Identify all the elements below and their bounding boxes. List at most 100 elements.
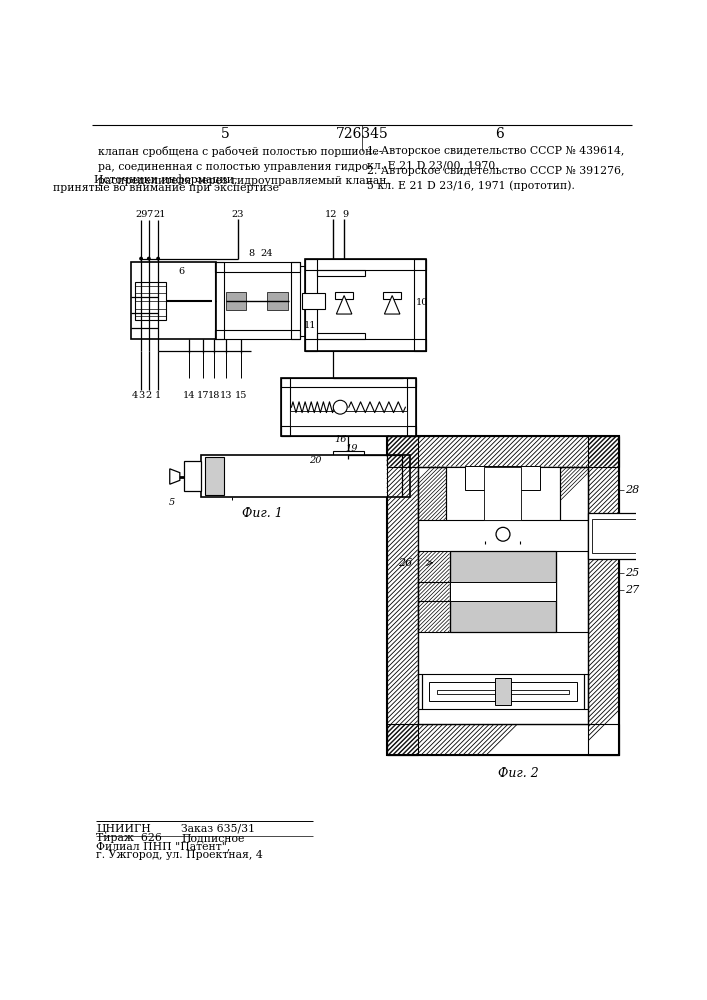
Bar	[383, 292, 402, 299]
Bar	[556, 551, 588, 632]
Bar	[450, 551, 556, 632]
Text: 3: 3	[138, 391, 144, 400]
Bar	[387, 724, 619, 755]
Circle shape	[156, 257, 160, 261]
Bar	[281, 378, 290, 436]
Bar	[305, 259, 426, 351]
Text: Фиг. 2: Фиг. 2	[498, 767, 539, 780]
Text: 17: 17	[197, 391, 209, 400]
Text: 6: 6	[178, 267, 185, 276]
Bar	[226, 292, 247, 310]
Bar	[215, 330, 300, 339]
Text: 12: 12	[325, 210, 337, 219]
Text: 7: 7	[146, 210, 152, 219]
Text: 23: 23	[232, 210, 244, 219]
Bar	[135, 282, 166, 320]
Bar	[484, 466, 521, 520]
Text: 11: 11	[304, 321, 316, 330]
Text: Подписное: Подписное	[182, 833, 245, 843]
Text: Тираж  626: Тираж 626	[96, 833, 162, 843]
Text: 6: 6	[495, 127, 503, 141]
Bar	[215, 262, 224, 339]
Bar	[305, 339, 426, 351]
Bar	[585, 674, 588, 709]
Text: Филиал ПНП "Патент",: Филиал ПНП "Патент",	[96, 841, 230, 851]
Text: Заказ 635/31: Заказ 635/31	[182, 824, 255, 834]
Bar	[281, 378, 416, 387]
Text: 5: 5	[169, 498, 175, 507]
Bar	[317, 270, 365, 276]
Bar	[387, 436, 418, 755]
Bar	[335, 292, 354, 299]
Text: 8: 8	[248, 249, 255, 258]
Text: Фиг. 1: Фиг. 1	[243, 507, 283, 520]
Text: 24: 24	[260, 249, 273, 258]
Bar	[407, 378, 416, 436]
Bar	[215, 262, 300, 272]
Circle shape	[496, 527, 510, 541]
Text: 19: 19	[346, 444, 358, 453]
Bar	[495, 678, 510, 705]
Bar	[184, 461, 201, 491]
Circle shape	[139, 257, 143, 261]
Bar	[588, 513, 646, 559]
Text: 1: 1	[155, 391, 161, 400]
Bar	[418, 674, 421, 709]
Polygon shape	[337, 296, 352, 314]
Bar	[204, 457, 224, 495]
Text: принятые во внимание при экспертизе: принятые во внимание при экспертизе	[53, 183, 279, 193]
Text: ЦНИИГН: ЦНИИГН	[96, 824, 151, 834]
Bar	[418, 466, 446, 520]
Text: 27: 27	[626, 585, 640, 595]
Bar	[418, 466, 588, 724]
Text: 4: 4	[132, 391, 138, 400]
Text: Источники информации,: Источники информации,	[94, 174, 238, 185]
Polygon shape	[385, 296, 400, 314]
Polygon shape	[170, 469, 180, 484]
Circle shape	[333, 400, 347, 414]
Bar	[332, 451, 363, 459]
Bar	[290, 411, 407, 426]
Bar	[414, 259, 426, 351]
Bar	[281, 378, 416, 436]
Bar	[201, 455, 410, 497]
Bar	[301, 293, 325, 309]
Text: 20: 20	[309, 456, 322, 465]
Text: 5: 5	[221, 127, 230, 141]
Text: 10: 10	[416, 298, 428, 307]
Bar	[446, 466, 559, 520]
Bar	[437, 690, 569, 694]
Bar	[421, 674, 585, 709]
Bar	[291, 262, 300, 339]
Bar	[387, 436, 619, 466]
Text: 16: 16	[334, 435, 346, 444]
Bar	[429, 682, 577, 701]
Text: 25: 25	[626, 568, 640, 578]
Bar	[317, 333, 365, 339]
Bar	[224, 272, 291, 330]
Text: 9: 9	[343, 210, 349, 219]
Bar	[588, 436, 619, 755]
Text: 2: 2	[146, 391, 152, 400]
Bar	[387, 436, 619, 755]
Text: клапан сробщена с рабочей полостью поршионе-
ра, соединенная с полостью управлен: клапан сробщена с рабочей полостью порши…	[98, 146, 390, 186]
Bar	[305, 259, 426, 270]
Bar	[450, 582, 556, 601]
Text: 29: 29	[135, 210, 147, 219]
Bar	[465, 466, 540, 490]
Bar	[418, 551, 450, 632]
Bar	[592, 519, 643, 553]
Text: 28: 28	[626, 485, 640, 495]
Text: 18: 18	[208, 391, 220, 400]
Text: г. Ужгород, ул. Проектная, 4: г. Ужгород, ул. Проектная, 4	[96, 850, 263, 860]
Text: 726345: 726345	[336, 127, 388, 141]
Bar	[131, 262, 216, 339]
Circle shape	[147, 257, 151, 261]
Text: 15: 15	[235, 391, 247, 400]
Bar	[559, 466, 588, 520]
Bar	[281, 426, 416, 436]
Bar	[305, 259, 317, 351]
Text: 13: 13	[220, 391, 233, 400]
Text: 1. Авторское свидетельство СССР № 439614,
кл. Е 21 D 23/00, 1970.: 1. Авторское свидетельство СССР № 439614…	[368, 146, 625, 171]
Text: 14: 14	[183, 391, 195, 400]
